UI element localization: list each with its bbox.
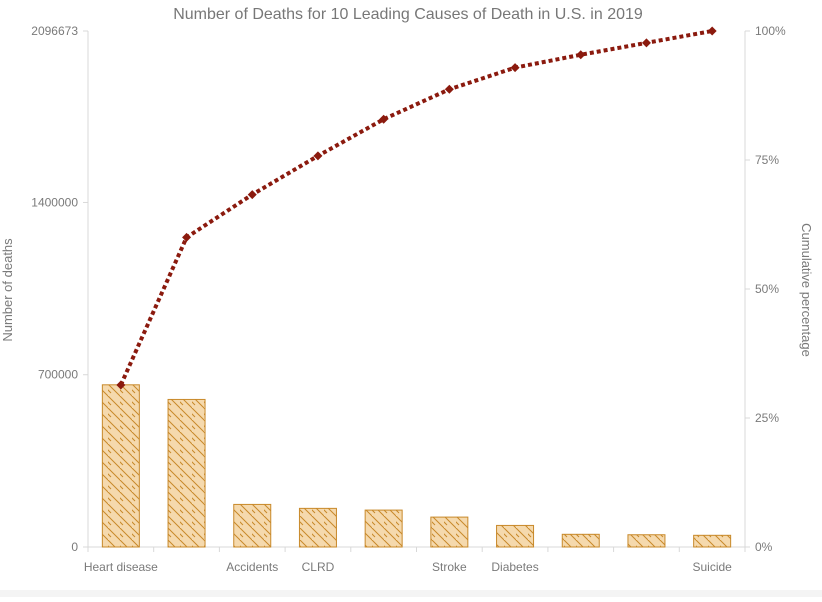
bottom-strip (0, 590, 822, 597)
x-tick-label: Stroke (432, 560, 467, 574)
bar (561, 533, 600, 548)
cumulative-point (247, 190, 257, 200)
y-tick-label: 1400000 (31, 195, 78, 209)
y-tick-label: 2096673 (31, 24, 78, 38)
bar (693, 534, 732, 548)
bars (101, 384, 732, 548)
cumulative-point (444, 84, 454, 94)
y2-tick-label: 0% (755, 540, 773, 554)
bar (496, 524, 535, 548)
x-tick-label: CLRD (302, 560, 335, 574)
bar (298, 507, 337, 548)
x-tick-label: Heart disease (84, 560, 158, 574)
y-axis-label: Number of deaths (0, 238, 15, 342)
y2-tick-label: 75% (755, 153, 779, 167)
x-tick-label: Accidents (226, 560, 278, 574)
bar (167, 398, 206, 548)
y2-tick-label: 50% (755, 282, 779, 296)
x-tick-label: Diabetes (491, 560, 538, 574)
bar (233, 503, 272, 548)
bar (430, 516, 469, 548)
cumulative-point (510, 63, 520, 73)
cumulative-point (641, 38, 651, 48)
axes: 0 700000 1400000 2096673 0% 25% 50% 75% 100% Hear… (31, 24, 786, 574)
cumulative-point (313, 151, 323, 161)
cumulative-line (116, 26, 717, 390)
cumulative-point (182, 232, 192, 242)
cumulative-point (707, 26, 717, 36)
cumulative-line-path (119, 29, 713, 386)
x-tick-label: Suicide (692, 560, 732, 574)
y2-tick-label: 25% (755, 411, 779, 425)
bar (364, 509, 403, 548)
cumulative-point (379, 114, 389, 124)
chart-title: Number of Deaths for 10 Leading Causes o… (173, 6, 643, 23)
cumulative-point (116, 380, 126, 390)
y2-axis-label: Cumulative percentage (799, 223, 814, 357)
y-tick-label: 700000 (38, 368, 78, 382)
y2-tick-label: 100% (755, 24, 786, 38)
y-tick-label: 0 (71, 540, 78, 554)
cumulative-point (576, 50, 586, 60)
bar (627, 534, 666, 548)
bar (101, 384, 140, 548)
